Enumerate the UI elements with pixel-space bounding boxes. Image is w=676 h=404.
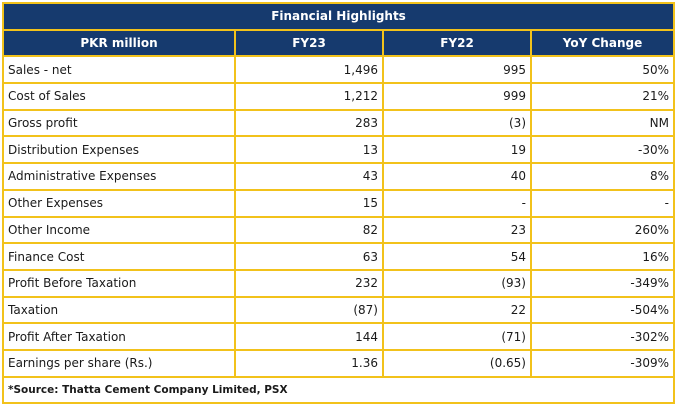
table-row: Profit After Taxation 144 (71) -302% (2, 322, 676, 351)
table-row: Finance Cost 63 54 16% (2, 242, 676, 271)
table-row: Cost of Sales 1,212 999 21% (2, 82, 676, 111)
row-label: Other Expenses (2, 188, 236, 218)
yoy-change-value: - (529, 188, 676, 218)
fy22-value: (0.65) (382, 348, 532, 378)
fy22-value: 999 (382, 82, 532, 111)
yoy-change-value: -30% (529, 135, 676, 165)
table-row: Other Expenses 15- - (2, 188, 676, 218)
fy23-value: 1,212 (234, 82, 384, 111)
row-label: Cost of Sales (2, 82, 236, 111)
fy23-value: 82 (234, 215, 384, 245)
yoy-change-value: -309% (529, 348, 676, 378)
yoy-change-value: NM (529, 108, 676, 138)
fy23-value: 283 (234, 108, 384, 138)
column-header-fy22: FY22 (382, 28, 532, 58)
fy23-value: 13 (234, 135, 384, 165)
source-note: *Source: Thatta Cement Company Limited, … (1, 375, 676, 404)
table-row: Gross profit 283 (3) NM (2, 108, 676, 138)
fy23-value: 1.36 (234, 348, 384, 378)
row-label: Distribution Expenses (2, 135, 236, 165)
table-body: Sales - net 1,496 995 50% Cost of Sales 1,212… (2, 55, 676, 378)
table-title: Financial Highlights (1, 2, 676, 31)
yoy-change-value: 50% (529, 55, 676, 85)
fy22-value: 40 (382, 162, 532, 191)
fy23-value: 144 (234, 322, 384, 351)
fy23-value: 63 (234, 242, 384, 271)
yoy-change-value: -302% (529, 322, 676, 351)
row-label: Profit Before Taxation (2, 268, 236, 298)
yoy-change-value: 260% (529, 215, 676, 245)
table-title-row: Financial Highlights (1, 2, 676, 31)
fy23-value: 15 (234, 188, 384, 218)
fy22-value: 22 (382, 295, 532, 325)
fy22-value: (3) (382, 108, 532, 138)
row-label: Profit After Taxation (2, 322, 236, 351)
column-header-row: PKR million FY23 FY22 YoY Change (2, 28, 676, 58)
row-label: Earnings per share (Rs.) (2, 348, 236, 378)
column-header-pkr-million: PKR million (2, 28, 236, 58)
row-label: Taxation (2, 295, 236, 325)
fy23-value: 232 (234, 268, 384, 298)
fy22-value: - (382, 188, 532, 218)
table-row: Distribution Expenses 13 19 -30% (2, 135, 676, 165)
fy23-value: 43 (234, 162, 384, 191)
table-row: Administrative Expenses 43 40 8% (2, 162, 676, 191)
yoy-change-value: -349% (529, 268, 676, 298)
table-row: Taxation (87) 22 -504% (2, 295, 676, 325)
fy22-value: 54 (382, 242, 532, 271)
table-row: Earnings per share (Rs.) 1.36 (0.65) -309% (2, 348, 676, 378)
fy23-value: 1,496 (234, 55, 384, 85)
fy22-value: (71) (382, 322, 532, 351)
row-label: Finance Cost (2, 242, 236, 271)
yoy-change-value: 16% (529, 242, 676, 271)
fy23-value: (87) (234, 295, 384, 325)
fy22-value: 19 (382, 135, 532, 165)
table-row: Other Income 82 23 260% (2, 215, 676, 245)
fy22-value: 23 (382, 215, 532, 245)
row-label: Gross profit (2, 108, 236, 138)
source-row: *Source: Thatta Cement Company Limited, … (1, 375, 676, 404)
column-header-yoy-change: YoY Change (529, 28, 676, 58)
row-label: Administrative Expenses (2, 162, 236, 191)
row-label: Sales - net (2, 55, 236, 85)
table-row: Sales - net 1,496 995 50% (2, 55, 676, 85)
row-label: Other Income (2, 215, 236, 245)
fy22-value: (93) (382, 268, 532, 298)
yoy-change-value: 21% (529, 82, 676, 111)
table-row: Profit Before Taxation 232 (93) -349% (2, 268, 676, 298)
yoy-change-value: -504% (529, 295, 676, 325)
column-header-fy23: FY23 (234, 28, 384, 58)
fy22-value: 995 (382, 55, 532, 85)
yoy-change-value: 8% (529, 162, 676, 191)
